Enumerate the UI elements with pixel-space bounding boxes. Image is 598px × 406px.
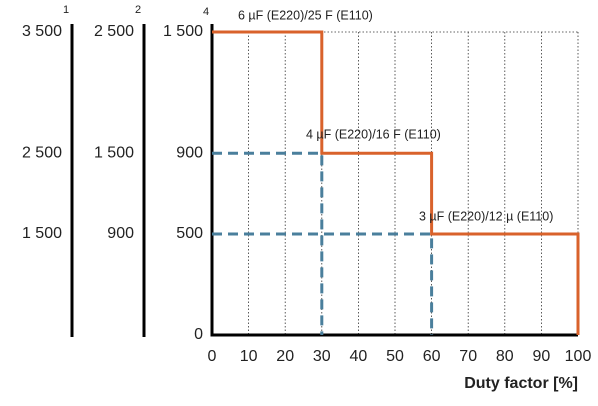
x-tick-label: 100: [565, 348, 592, 365]
x-tick-label: 60: [423, 348, 441, 365]
axis-name: 1: [63, 4, 69, 16]
y-tick-label: 1 500: [163, 23, 203, 40]
x-tick-label: 80: [496, 348, 514, 365]
axis-name: 4: [203, 6, 209, 18]
x-tick-label: 70: [459, 348, 477, 365]
axis-name: 2: [135, 4, 141, 16]
aux-tick-label: 1 500: [22, 225, 62, 242]
x-tick-label: 50: [386, 348, 404, 365]
series-line: [212, 232, 434, 335]
y-tick-label: 900: [176, 144, 203, 161]
x-axis-label: Duty factor [%]: [464, 375, 578, 392]
x-tick-label: 90: [533, 348, 551, 365]
y-tick-label: 500: [176, 225, 203, 242]
aux-tick-label: 3 500: [22, 23, 62, 40]
aux-tick-label: 2 500: [22, 144, 62, 161]
series-line: [212, 30, 580, 335]
x-tick-label: 0: [208, 348, 217, 365]
x-tick-label: 30: [313, 348, 331, 365]
series-line: [212, 151, 324, 335]
x-tick-label: 10: [240, 348, 258, 365]
aux-tick-label: 2 500: [94, 23, 134, 40]
annotation: 4 µF (E220)/16 F (E110): [306, 127, 441, 141]
annotation: 3 µF (E220)/12 µ (E110): [419, 209, 553, 223]
aux-tick-label: 900: [107, 225, 134, 242]
x-tick-label: 40: [350, 348, 368, 365]
aux-tick-label: 1 500: [94, 144, 134, 161]
y-tick-label: 0: [194, 326, 203, 343]
x-tick-label: 20: [276, 348, 294, 365]
annotation: 6 µF (E220)/25 F (E110): [238, 8, 373, 22]
